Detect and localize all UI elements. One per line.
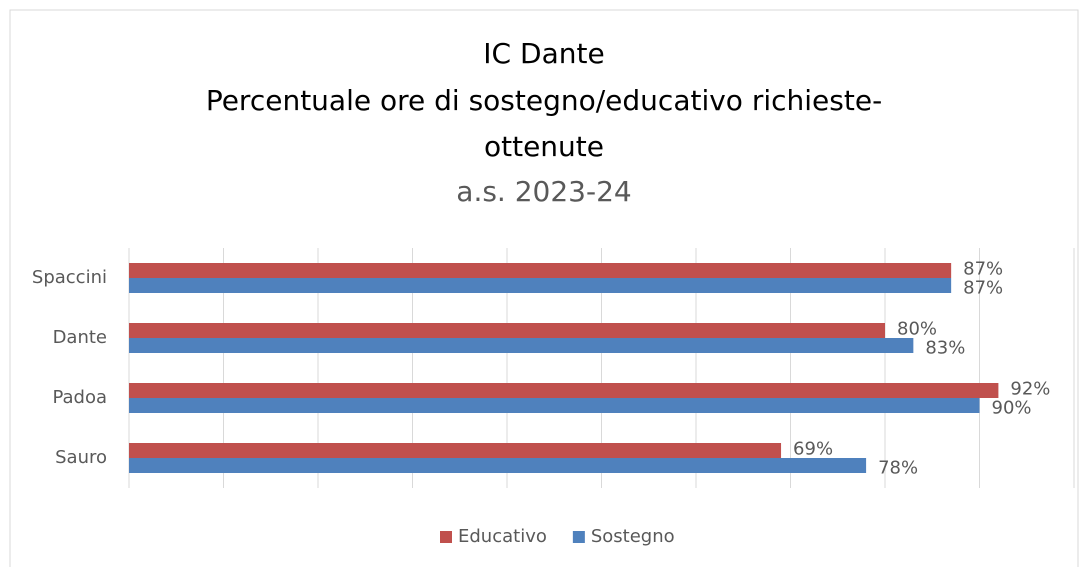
data-label: 80% — [897, 319, 937, 340]
chart-subtitle: a.s. 2023-24 — [456, 175, 631, 208]
chart-title: ottenute — [484, 130, 604, 163]
chart-title: Percentuale ore di sostegno/educativo ri… — [206, 84, 882, 117]
bar — [129, 263, 952, 278]
legend-label: Sostegno — [591, 526, 675, 547]
y-tick-label: Padoa — [52, 387, 107, 408]
bar — [129, 383, 999, 398]
data-label: 87% — [963, 259, 1003, 280]
bar — [129, 323, 885, 338]
y-tick-label: Spaccini — [32, 267, 107, 288]
bar — [129, 278, 952, 293]
chart-title: IC Dante — [483, 37, 604, 70]
legend-swatch — [572, 531, 585, 543]
legend-swatch — [440, 531, 452, 543]
data-label: 92% — [1010, 379, 1050, 400]
data-label: 90% — [992, 398, 1032, 419]
bar — [129, 458, 867, 473]
data-label: 69% — [793, 439, 833, 460]
bar — [129, 398, 980, 413]
data-label: 83% — [925, 338, 965, 359]
bar — [129, 338, 914, 353]
legend-label: Educativo — [458, 526, 547, 547]
data-label: 87% — [963, 278, 1003, 299]
data-label: 78% — [878, 458, 918, 479]
bar — [129, 443, 782, 458]
y-tick-label: Dante — [53, 327, 107, 348]
y-tick-label: Sauro — [55, 447, 107, 468]
